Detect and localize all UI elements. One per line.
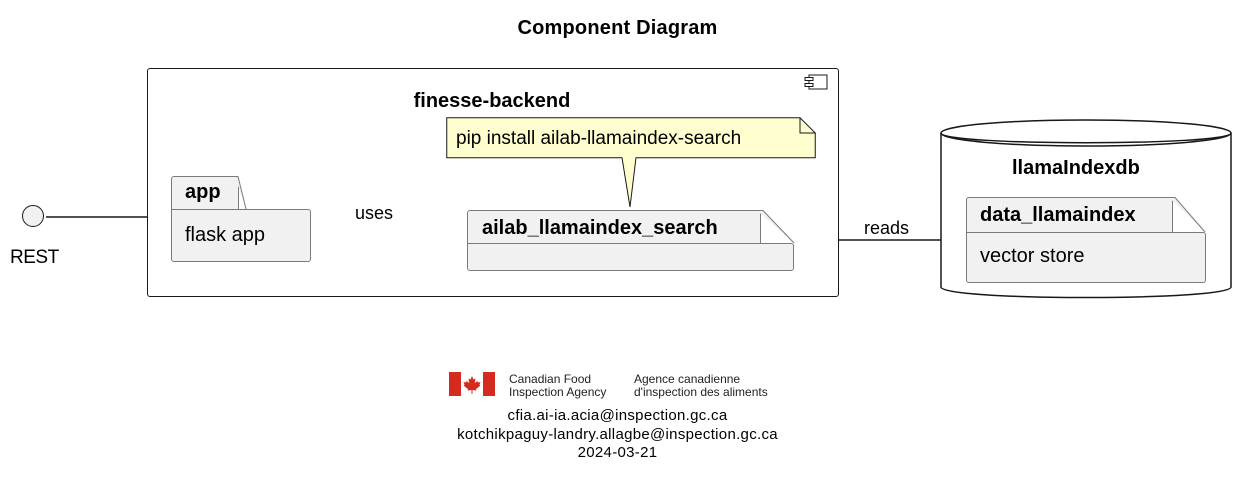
rest-interface-label: REST xyxy=(10,247,59,268)
cfia-logo: Canadian Food Inspection Agency Agence c… xyxy=(449,372,789,402)
uses-label: uses xyxy=(355,203,394,223)
data-package-label: data_llamaindex xyxy=(980,204,1136,226)
reads-label: reads xyxy=(864,218,910,238)
database-title: llamaIndexdb xyxy=(1012,157,1140,179)
agency-fr-line1: Agence canadienne xyxy=(634,372,741,386)
agency-en-line2: Inspection Agency xyxy=(509,385,607,399)
data-package-content: vector store xyxy=(980,245,1085,267)
agency-fr-line2: d'inspection des aliments xyxy=(634,385,768,399)
footer-date: 2024-03-21 xyxy=(577,444,658,461)
app-package[interactable]: app flask app xyxy=(171,176,311,262)
install-note: pip install ailab-llamaindex-search xyxy=(446,117,816,217)
footer-email-2: kotchikpaguy-landry.allagbe@inspection.g… xyxy=(457,426,778,443)
rest-interface-circle[interactable] xyxy=(22,205,44,227)
search-package[interactable]: ailab_llamaindex_search xyxy=(467,210,797,272)
install-note-text: pip install ailab-llamaindex-search xyxy=(456,128,742,149)
component-icon xyxy=(804,74,828,90)
canada-flag-icon xyxy=(449,372,495,396)
app-package-content: flask app xyxy=(185,224,266,246)
footer-email-1: cfia.ai-ia.acia@inspection.gc.ca xyxy=(507,407,728,424)
search-package-label: ailab_llamaindex_search xyxy=(482,217,718,239)
data-package[interactable]: data_llamaindex vector store xyxy=(966,197,1208,285)
diagram-title: Component Diagram xyxy=(517,17,718,39)
agency-en-line1: Canadian Food xyxy=(509,372,592,386)
app-package-label: app xyxy=(185,181,221,203)
component-title: finesse-backend xyxy=(413,90,571,112)
